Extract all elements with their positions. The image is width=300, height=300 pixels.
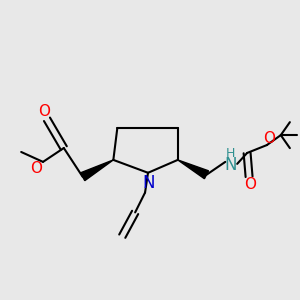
Polygon shape xyxy=(178,160,208,179)
Text: O: O xyxy=(30,161,42,176)
Text: O: O xyxy=(244,177,256,192)
Text: O: O xyxy=(263,130,275,146)
Polygon shape xyxy=(80,160,113,181)
Text: N: N xyxy=(143,174,155,192)
Text: O: O xyxy=(38,104,50,119)
Text: H: H xyxy=(226,148,235,160)
Text: N: N xyxy=(224,156,236,174)
